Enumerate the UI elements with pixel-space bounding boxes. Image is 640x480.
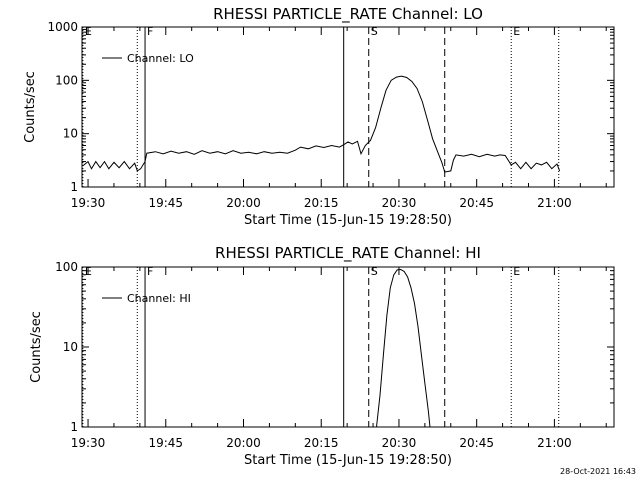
marker-label: S	[371, 265, 378, 278]
plot-frame	[81, 26, 615, 188]
marker-label: E	[85, 265, 92, 278]
marker-label: F	[147, 25, 153, 38]
x-tick-label: 20:45	[459, 196, 494, 210]
x-tick-label: 21:00	[537, 436, 572, 450]
series-line-lo	[82, 75, 561, 173]
marker-label: E	[513, 265, 520, 278]
x-tick-label: 21:00	[537, 196, 572, 210]
chart-panel-lo: RHESSI PARTICLE_RATE Channel: LO Counts/s…	[23, 5, 615, 228]
x-tick-label: 20:15	[304, 436, 339, 450]
x-tick-label: 20:45	[459, 436, 494, 450]
x-tick-label: 19:45	[148, 436, 183, 450]
footer-timestamp: 28-Oct-2021 16:43	[560, 467, 636, 476]
marker-label: S	[371, 25, 378, 38]
marker-label: F	[147, 265, 153, 278]
x-tick-label: 19:30	[71, 196, 106, 210]
marker-label: E	[513, 25, 520, 38]
legend-label: Channel: LO	[127, 52, 194, 65]
x-tick-label: 19:45	[148, 196, 183, 210]
x-tick-label: 19:30	[71, 436, 106, 450]
y-tick-label: 100	[55, 73, 78, 87]
chart-panel-hi: RHESSI PARTICLE_RATE Channel: HI Counts/s…	[29, 244, 615, 468]
y-tick-label: 1000	[47, 20, 78, 34]
x-axis-title: Start Time (15-Jun-15 19:28:50)	[244, 213, 452, 228]
plot-frame	[81, 266, 615, 428]
y-tick-label: 10	[63, 340, 78, 354]
x-tick-label: 20:30	[382, 436, 417, 450]
legend-label: Channel: HI	[127, 292, 191, 305]
x-tick-label: 20:15	[304, 196, 339, 210]
y-tick-label: 10	[63, 127, 78, 141]
chart-title: RHESSI PARTICLE_RATE Channel: LO	[213, 5, 483, 24]
y-axis-title: Counts/sec	[23, 71, 38, 143]
chart-title: RHESSI PARTICLE_RATE Channel: HI	[215, 244, 481, 263]
y-tick-label: 1	[70, 180, 78, 194]
x-tick-label: 20:30	[382, 196, 417, 210]
x-axis-title: Start Time (15-Jun-15 19:28:50)	[244, 453, 452, 468]
y-tick-label: 1	[70, 420, 78, 434]
y-axis-title: Counts/sec	[29, 311, 44, 383]
x-tick-label: 20:00	[226, 196, 261, 210]
marker-label: E	[85, 25, 92, 38]
x-tick-label: 20:00	[226, 436, 261, 450]
y-tick-label: 100	[55, 260, 78, 274]
series-line-hi	[376, 268, 431, 428]
